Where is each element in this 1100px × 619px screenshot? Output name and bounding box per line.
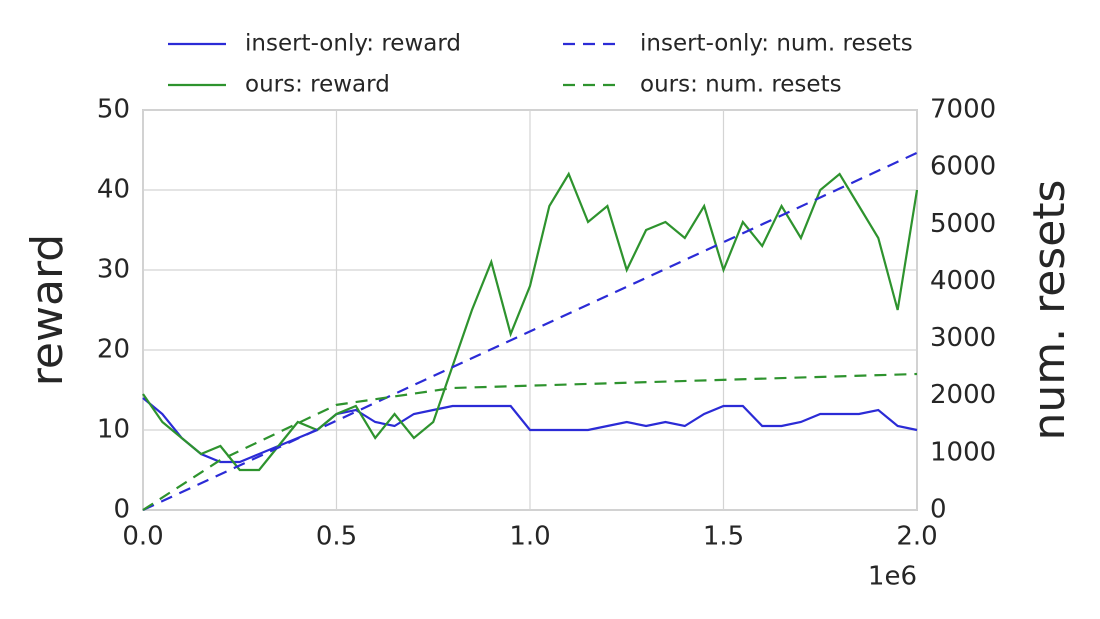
y2-tick-label: 6000 [930, 152, 996, 182]
y2-tick-label: 4000 [930, 266, 996, 296]
y2-tick-label: 5000 [930, 209, 996, 239]
y-tick-label: 40 [97, 175, 130, 205]
y2-tick-label: 7000 [930, 95, 996, 125]
x-tick-label: 1.0 [509, 522, 550, 552]
y2-tick-label: 0 [930, 495, 947, 525]
y-tick-label: 10 [97, 415, 130, 445]
series-line [142, 151, 918, 511]
x-tick-label: 0.0 [122, 522, 163, 552]
y-tick-label: 0 [113, 495, 130, 525]
series-line [142, 372, 918, 511]
legend-label: insert-only: reward [245, 31, 461, 57]
y-tick-label: 30 [97, 255, 130, 285]
y2-axis-label: num. resets [1024, 180, 1075, 441]
legend-label: insert-only: num. resets [640, 31, 913, 57]
series-line [142, 171, 919, 472]
y2-tick-label: 1000 [930, 437, 996, 467]
x-tick-label: 1.5 [703, 522, 744, 552]
grid [142, 109, 918, 511]
x-offset-label: 1e6 [868, 562, 917, 592]
series-line [142, 397, 918, 464]
x-tick-label: 0.5 [316, 522, 357, 552]
legend-label: ours: num. resets [640, 72, 842, 98]
y-tick-label: 50 [97, 95, 130, 125]
y-axis-label: reward [22, 234, 73, 386]
x-tick-label: 2.0 [896, 522, 937, 552]
y2-tick-label: 2000 [930, 380, 996, 410]
y-tick-label: 20 [97, 335, 130, 365]
y2-tick-label: 3000 [930, 323, 996, 353]
legend-label: ours: reward [245, 72, 390, 98]
